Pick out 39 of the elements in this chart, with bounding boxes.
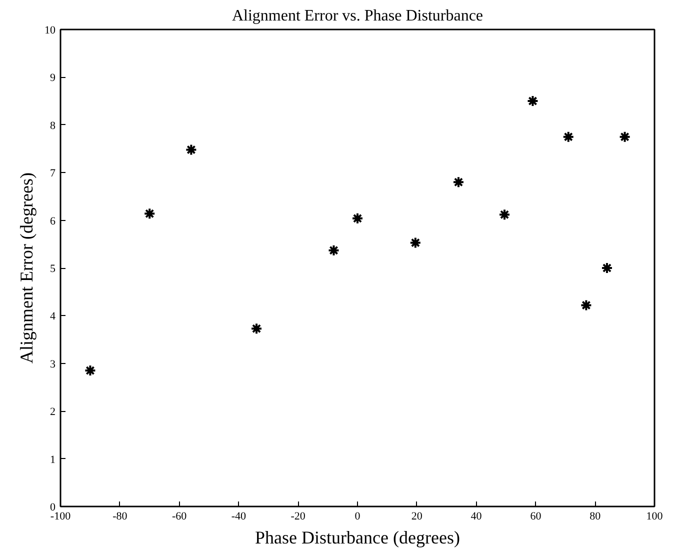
- x-tick-label: 100: [646, 510, 664, 522]
- point: [562, 130, 574, 143]
- y-tick-label: 6: [50, 215, 56, 228]
- y-tick-label: 5: [50, 263, 56, 275]
- chart-title: Alignment Error vs. Phase Disturbance: [232, 8, 484, 24]
- y-tick-label: 7: [50, 168, 56, 180]
- y-tick-label: 8: [50, 120, 56, 132]
- x-tick-label: -20: [290, 510, 306, 522]
- point: [618, 130, 631, 143]
- point: [526, 95, 539, 108]
- x-tick-label: -40: [231, 510, 247, 522]
- point: [409, 236, 422, 249]
- x-tick-label: 80: [590, 510, 602, 522]
- x-tick-label: -80: [112, 510, 128, 522]
- x-tick-label: 20: [411, 510, 423, 522]
- point: [185, 144, 198, 156]
- point: [328, 244, 340, 256]
- y-tick-label: 3: [50, 358, 56, 370]
- point: [352, 212, 364, 224]
- y-tick-label: 0: [50, 502, 56, 514]
- y-tick-label: 9: [50, 72, 56, 84]
- point: [250, 322, 263, 335]
- y-tick-label: 4: [50, 310, 56, 323]
- x-tick-label: -60: [172, 510, 188, 522]
- point: [580, 299, 592, 312]
- y-axis-title: Alignment Error (degrees): [16, 172, 36, 364]
- point: [452, 176, 464, 188]
- y-tick-label: 2: [50, 406, 56, 418]
- point: [498, 208, 511, 221]
- x-tick-label: 60: [530, 510, 542, 522]
- point: [84, 364, 96, 377]
- point: [600, 262, 613, 274]
- x-tick-label: 0: [354, 510, 361, 522]
- point: [144, 208, 156, 220]
- y-tick-label: 10: [44, 24, 56, 36]
- x-axis-title: Phase Disturbance (degrees): [255, 528, 460, 548]
- y-tick-label: 1: [50, 454, 56, 466]
- x-tick-label: 40: [470, 510, 482, 522]
- x-tick-label: -100: [50, 510, 72, 522]
